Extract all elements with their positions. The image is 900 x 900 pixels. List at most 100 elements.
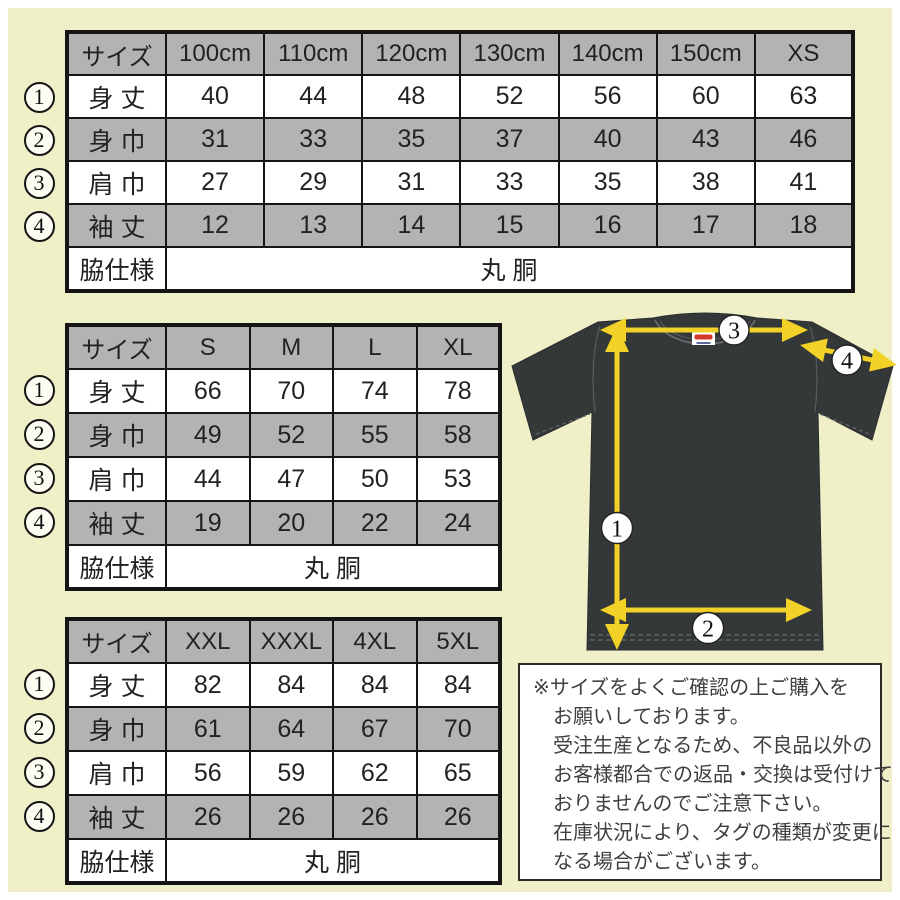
size-value-cell: 22 — [332, 500, 418, 546]
size-value-cell: 26 — [332, 794, 418, 840]
size-value-cell: 37 — [459, 117, 560, 162]
size-value-cell: 53 — [415, 456, 501, 502]
table-row: 肩 巾 56 59 62 65 — [66, 750, 501, 796]
circled-number-3: 3 — [23, 756, 55, 788]
circled-number-3: 3 — [23, 462, 55, 494]
neck-tag — [692, 332, 715, 345]
size-column-header: 140cm — [557, 31, 658, 76]
size-column-header: 5XL — [415, 618, 501, 664]
size-value-cell: 70 — [415, 706, 501, 752]
size-column-header: 100cm — [164, 31, 266, 76]
size-value-cell: 15 — [459, 203, 560, 248]
table-row: 肩 巾 44 47 50 53 — [66, 456, 501, 502]
purchase-note-box: ※サイズをよくご確認の上ご購入を お願いしております。 受注生産となるため、不良品以… — [518, 663, 893, 881]
kids-size-table: サイズ 100cm 110cm 120cm 130cm 140cm 150cm XS 身 丈 40… — [65, 30, 855, 293]
size-value-cell: 19 — [165, 500, 251, 546]
size-value-cell: 56 — [165, 750, 251, 796]
size-value-cell: 48 — [361, 74, 462, 119]
note-line: 在庫状況により、タグの種類が変更に — [553, 822, 892, 844]
row-label: 肩 巾 — [66, 750, 167, 796]
marker-1-badge: 1 — [600, 511, 634, 545]
row-label: 袖 丈 — [66, 794, 167, 840]
table-row: 袖 丈 19 20 22 24 — [66, 500, 501, 546]
size-column-header: XL — [415, 324, 501, 370]
marker-1-label: 1 — [611, 517, 623, 543]
size-value-cell: 20 — [248, 500, 334, 546]
size-value-cell: 47 — [248, 456, 334, 502]
circled-number-1: 1 — [23, 374, 55, 406]
left-armhole-seam — [592, 325, 601, 413]
size-column-header: M — [248, 324, 334, 370]
size-value-cell: 31 — [164, 117, 266, 162]
size-value-cell: 49 — [165, 412, 251, 458]
table-row: 身 丈 82 84 84 84 — [66, 662, 501, 708]
side-spec-label: 脇仕様 — [66, 544, 167, 590]
size-value-cell: 56 — [557, 74, 658, 119]
table-footer-row: 脇仕様丸 胴 — [66, 544, 501, 590]
size-value-cell: 16 — [557, 203, 658, 248]
size-value-cell: 26 — [165, 794, 251, 840]
table-row: 身 巾 61 64 67 70 — [66, 706, 501, 752]
size-column-header: S — [165, 324, 251, 370]
side-spec-value: 丸 胴 — [165, 838, 501, 884]
left-sleeve-stitch — [535, 413, 591, 435]
size-value-cell: 64 — [248, 706, 334, 752]
marker-4-label: 4 — [841, 349, 853, 375]
table-row: 袖 丈 26 26 26 26 — [66, 794, 501, 840]
size-value-cell: 52 — [248, 412, 334, 458]
row-label: 身 巾 — [66, 117, 167, 162]
big-size-table: サイズ XXL XXXL 4XL 5XL 身 丈 82 84 84 84 身 巾 61 64 67 70 肩 … — [65, 617, 502, 885]
arrow-body-width — [600, 598, 812, 622]
table-row: 身 巾 31 33 35 37 40 43 46 — [66, 117, 855, 162]
size-column-header: XXXL — [248, 618, 334, 664]
size-value-cell: 66 — [165, 368, 251, 414]
size-value-cell: 78 — [415, 368, 501, 414]
size-value-cell: 38 — [655, 160, 756, 205]
size-column-header: L — [332, 324, 418, 370]
row-label: 肩 巾 — [66, 160, 167, 205]
size-value-cell: 14 — [361, 203, 462, 248]
size-value-cell: 84 — [332, 662, 418, 708]
size-column-header: 110cm — [263, 31, 364, 76]
size-value-cell: 44 — [165, 456, 251, 502]
circled-number-3: 3 — [23, 168, 55, 199]
tshirt-diagram: 3 4 1 2 — [505, 300, 900, 660]
right-sleeve-stitch — [819, 413, 870, 435]
marker-3-badge: 3 — [718, 314, 750, 346]
row-label: 身 丈 — [66, 74, 167, 119]
marker-2-label: 2 — [702, 617, 714, 643]
measure-rail-adult: 1 2 3 4 — [22, 323, 56, 544]
table-row: 身 丈 66 70 74 78 — [66, 368, 501, 414]
table-row: 身 丈 40 44 48 52 56 60 63 — [66, 74, 855, 119]
size-value-cell: 82 — [165, 662, 251, 708]
row-label: 袖 丈 — [66, 203, 167, 248]
size-column-header: 120cm — [361, 31, 462, 76]
size-header-cell: サイズ — [66, 618, 167, 664]
side-spec-value: 丸 胴 — [165, 246, 854, 292]
size-value-cell: 17 — [655, 203, 756, 248]
row-label: 身 丈 — [66, 368, 167, 414]
measure-rail-kids: 1 2 3 4 — [22, 30, 56, 248]
size-value-cell: 70 — [248, 368, 334, 414]
row-label: 身 丈 — [66, 662, 167, 708]
size-value-cell: 65 — [415, 750, 501, 796]
row-label: 肩 巾 — [66, 456, 167, 502]
table-row: 身 巾 49 52 55 58 — [66, 412, 501, 458]
size-value-cell: 84 — [248, 662, 334, 708]
size-value-cell: 29 — [263, 160, 364, 205]
size-column-header: 130cm — [459, 31, 560, 76]
size-value-cell: 40 — [164, 74, 266, 119]
side-spec-value: 丸 胴 — [165, 544, 501, 590]
size-value-cell: 33 — [263, 117, 364, 162]
note-line: ※サイズをよくご確認の上ご購入を — [533, 677, 850, 699]
size-header-cell: サイズ — [66, 31, 167, 76]
size-value-cell: 58 — [415, 412, 501, 458]
measure-rail-big: 1 2 3 4 — [22, 617, 56, 838]
size-value-cell: 40 — [557, 117, 658, 162]
marker-3-label: 3 — [728, 319, 740, 345]
note-line: おりませんのでご注意下さい。 — [553, 793, 833, 815]
circled-number-4: 4 — [23, 211, 55, 242]
size-value-cell: 33 — [459, 160, 560, 205]
size-value-cell: 62 — [332, 750, 418, 796]
size-column-header: XS — [753, 31, 855, 76]
